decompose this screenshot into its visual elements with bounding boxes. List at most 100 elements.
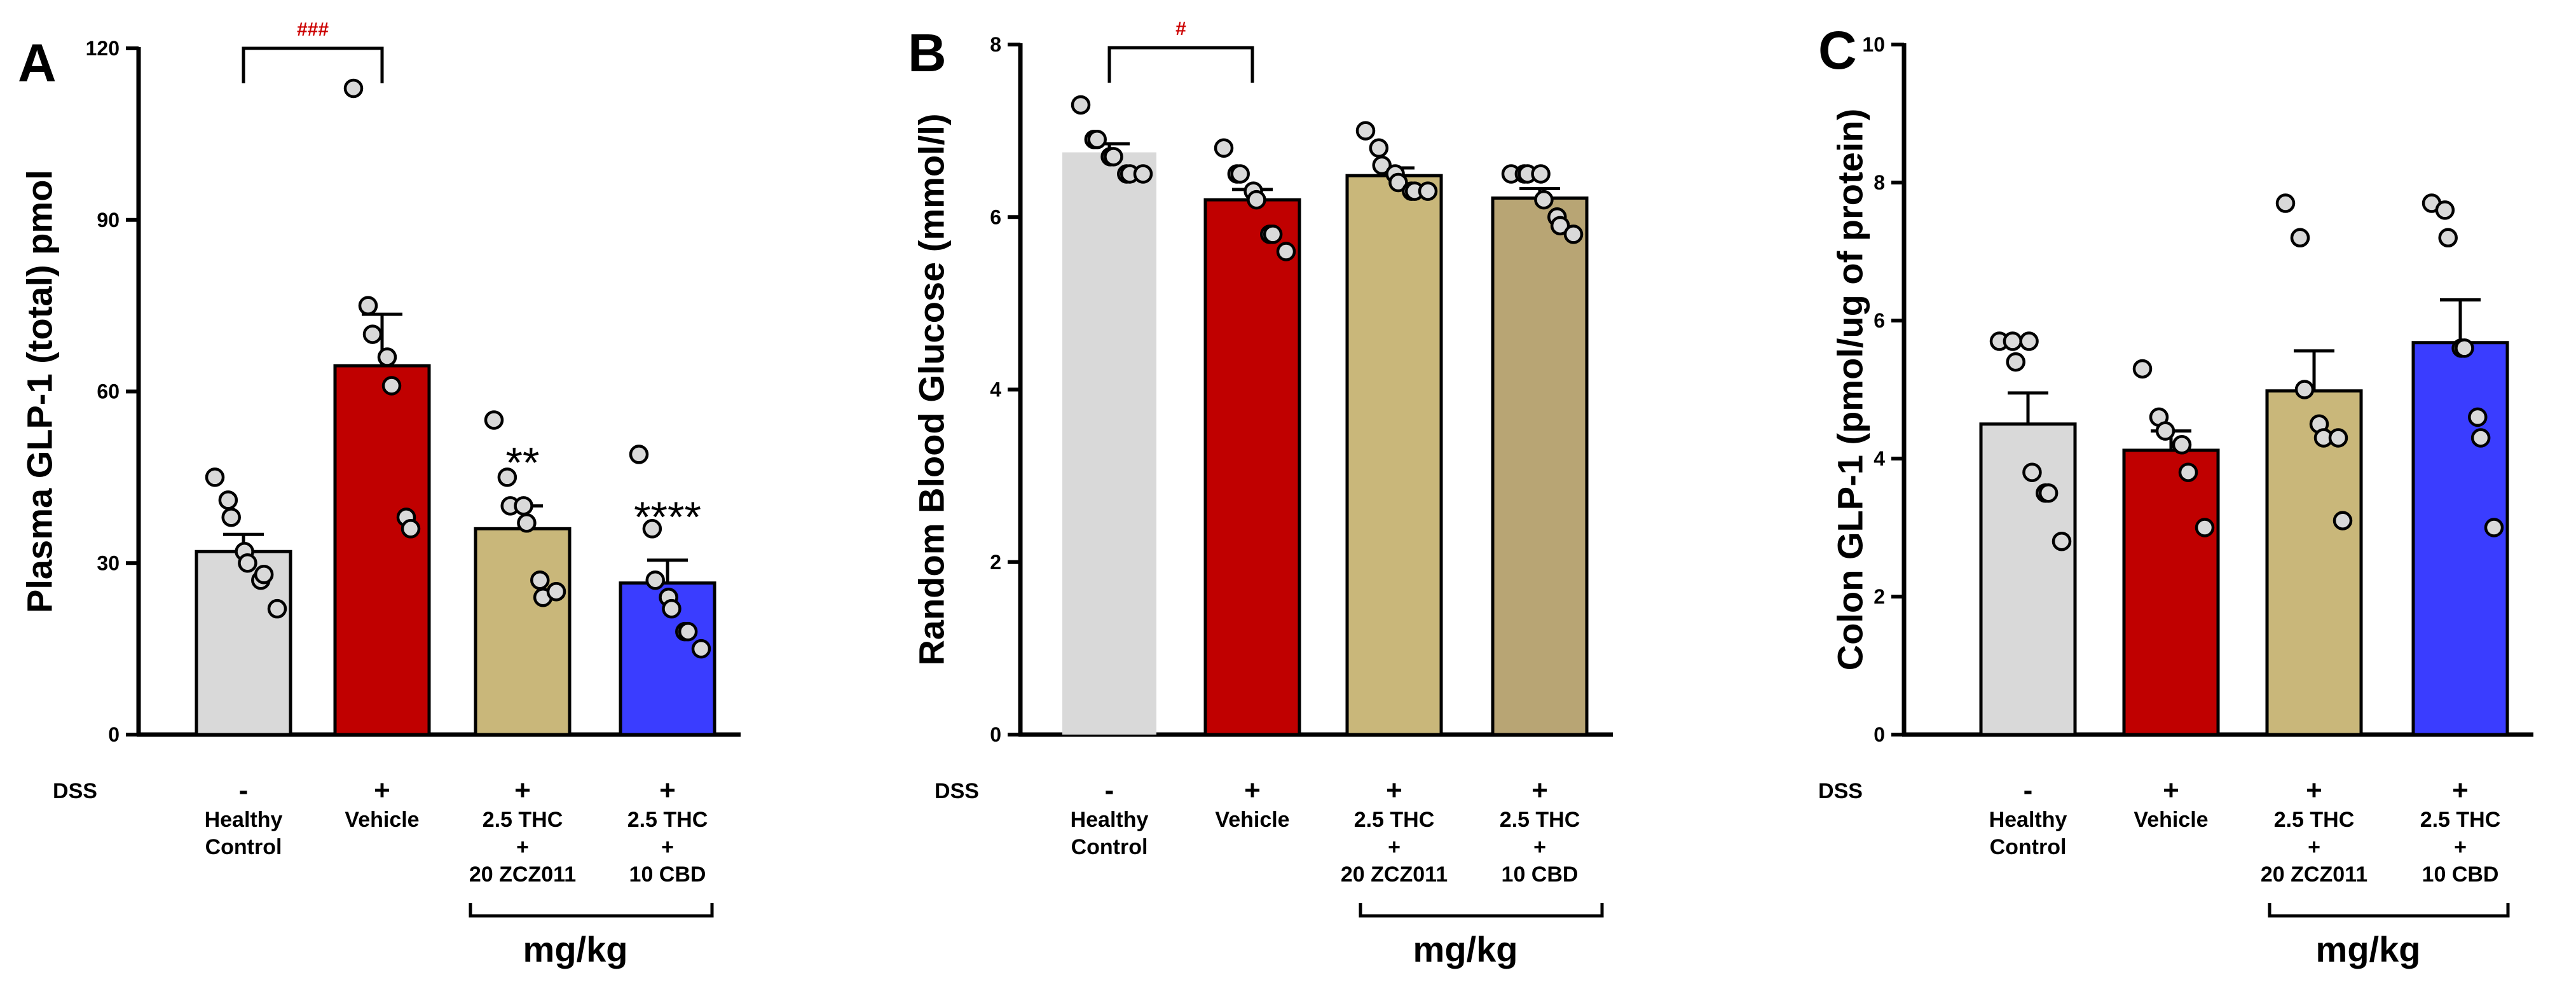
category-label: Vehicle bbox=[345, 808, 419, 832]
data-point bbox=[1133, 164, 1153, 184]
dss-label: DSS bbox=[935, 779, 979, 803]
data-point bbox=[2155, 421, 2175, 441]
y-tick-label: 4 bbox=[1874, 447, 1885, 470]
y-tick-label: 90 bbox=[97, 209, 120, 232]
category-label: 2.5 THC bbox=[627, 808, 708, 832]
comparison-label: # bbox=[1175, 18, 1186, 39]
unit-bracket bbox=[469, 903, 714, 918]
data-point bbox=[2019, 331, 2039, 351]
data-point bbox=[267, 598, 287, 619]
data-point bbox=[2006, 352, 2025, 372]
data-point bbox=[2468, 407, 2488, 427]
data-point bbox=[1534, 190, 1554, 210]
category-label: Healthy bbox=[1989, 808, 2067, 832]
y-tick-label: 0 bbox=[1874, 723, 1885, 746]
dss-symbol: - bbox=[1105, 775, 1114, 806]
data-point bbox=[343, 78, 364, 99]
panel-b: B Random Blood Glucose (mmol/l) 0 2 4 6 8 DSS -H… bbox=[908, 18, 1613, 969]
category-label: 2.5 THC bbox=[2274, 808, 2355, 832]
comparison-bracket bbox=[242, 46, 384, 83]
dss-symbol: + bbox=[514, 775, 531, 806]
dss-symbol: + bbox=[1531, 775, 1548, 806]
data-point bbox=[1531, 164, 1551, 184]
panel-letter: B bbox=[908, 23, 947, 83]
category-label: 20 ZCZ011 bbox=[469, 862, 576, 887]
y-tick-label: 8 bbox=[990, 33, 1001, 56]
bar bbox=[2122, 448, 2220, 736]
significance-label: **** bbox=[634, 493, 701, 541]
data-point bbox=[484, 410, 504, 430]
y-axis-label: Colon GLP-1 (pmol/ug of protein) bbox=[1830, 109, 1870, 670]
data-point bbox=[358, 296, 378, 315]
category-label: 10 CBD bbox=[2422, 862, 2499, 887]
data-point bbox=[546, 581, 566, 602]
data-point bbox=[1369, 138, 1389, 158]
category-label: Control bbox=[205, 835, 282, 859]
y-tick-label: 2 bbox=[990, 551, 1001, 574]
category-label: 20 ZCZ011 bbox=[1341, 862, 1448, 887]
data-point bbox=[1355, 121, 1376, 141]
data-point bbox=[2172, 435, 2192, 455]
dss-symbol: + bbox=[1386, 775, 1402, 806]
bar bbox=[1062, 152, 1156, 735]
data-point bbox=[1071, 95, 1091, 115]
unit-bracket bbox=[1359, 903, 1604, 918]
bar bbox=[474, 527, 572, 736]
data-point bbox=[381, 376, 402, 396]
bar bbox=[2265, 389, 2363, 736]
data-point bbox=[514, 496, 533, 516]
data-point bbox=[517, 513, 537, 533]
bar bbox=[2411, 341, 2509, 736]
category-label: 10 CBD bbox=[1502, 862, 1579, 887]
data-point bbox=[2003, 331, 2023, 351]
category-label: 2.5 THC bbox=[1500, 808, 1580, 832]
category-label: Healthy bbox=[205, 808, 283, 832]
category-label: Vehicle bbox=[2134, 808, 2208, 832]
category-label: 10 CBD bbox=[629, 862, 706, 887]
y-tick-label: 120 bbox=[86, 37, 120, 60]
data-point bbox=[2435, 200, 2455, 220]
data-point bbox=[2333, 511, 2353, 530]
panel-c: C Colon GLP-1 (pmol/ug of protein) 0 2 4 6 8 10… bbox=[1818, 20, 2533, 969]
data-point bbox=[377, 347, 397, 367]
dss-symbol: - bbox=[2024, 775, 2033, 806]
data-point bbox=[691, 639, 711, 659]
category-label: + bbox=[2308, 835, 2320, 859]
y-tick-label: 0 bbox=[108, 723, 120, 746]
data-point bbox=[2470, 428, 2491, 448]
bar bbox=[1345, 174, 1443, 736]
category-label: + bbox=[1388, 835, 1401, 859]
data-point bbox=[1418, 181, 1438, 201]
category-label: 20 ZCZ011 bbox=[2261, 862, 2367, 887]
data-point bbox=[2484, 518, 2504, 537]
category-label: 2.5 THC bbox=[483, 808, 563, 832]
y-axis-label: Random Blood Glucose (mmol/l) bbox=[912, 113, 952, 665]
bar bbox=[1203, 198, 1301, 736]
data-point bbox=[2328, 428, 2348, 448]
dss-symbol: + bbox=[374, 775, 390, 806]
data-point bbox=[1230, 164, 1250, 184]
y-tick-label: 6 bbox=[990, 205, 1001, 228]
dss-symbol: + bbox=[1244, 775, 1261, 806]
comparison-label: ### bbox=[297, 19, 329, 40]
category-label: Healthy bbox=[1071, 808, 1149, 832]
data-point bbox=[1214, 138, 1234, 158]
category-label: + bbox=[1533, 835, 1546, 859]
dss-symbol: + bbox=[659, 775, 676, 806]
unit-bracket bbox=[2268, 903, 2510, 918]
dss-label: DSS bbox=[1818, 779, 1863, 803]
dss-symbol: - bbox=[239, 775, 249, 806]
data-point bbox=[1550, 216, 1570, 236]
dss-label: DSS bbox=[53, 779, 97, 803]
category-label: 2.5 THC bbox=[2420, 808, 2501, 832]
unit-label: mg/kg bbox=[2316, 929, 2421, 969]
category-label: 2.5 THC bbox=[1354, 808, 1435, 832]
data-point bbox=[254, 564, 274, 584]
unit-label: mg/kg bbox=[1413, 929, 1518, 969]
data-point bbox=[2038, 483, 2059, 503]
data-point bbox=[642, 519, 662, 539]
panel-letter: C bbox=[1818, 20, 1857, 80]
data-point bbox=[2132, 359, 2153, 379]
y-tick-label: 8 bbox=[1874, 171, 1885, 194]
dss-symbol: + bbox=[2163, 775, 2179, 806]
